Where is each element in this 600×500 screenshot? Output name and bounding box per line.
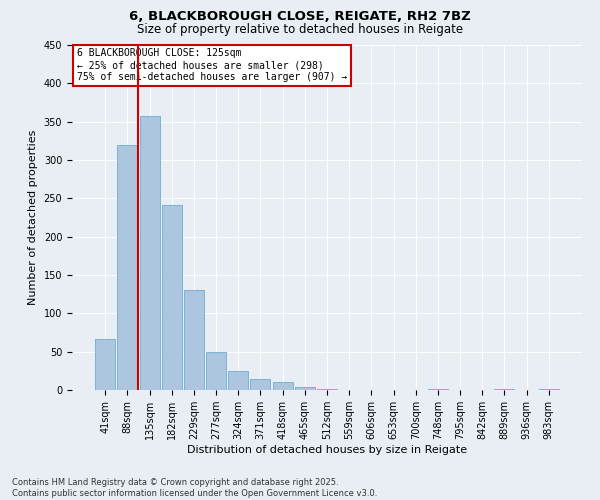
Bar bbox=[494, 389, 514, 390]
Bar bbox=[95, 338, 115, 390]
Bar bbox=[140, 116, 160, 390]
Bar bbox=[118, 144, 137, 390]
Text: Size of property relative to detached houses in Reigate: Size of property relative to detached ho… bbox=[137, 22, 463, 36]
Bar bbox=[228, 371, 248, 390]
Bar bbox=[295, 387, 315, 390]
Bar bbox=[162, 205, 182, 390]
Bar bbox=[428, 389, 448, 390]
Bar bbox=[206, 352, 226, 390]
Bar bbox=[272, 382, 293, 390]
Text: Contains HM Land Registry data © Crown copyright and database right 2025.
Contai: Contains HM Land Registry data © Crown c… bbox=[12, 478, 377, 498]
Bar bbox=[250, 380, 271, 390]
Bar bbox=[539, 389, 559, 390]
Text: 6 BLACKBOROUGH CLOSE: 125sqm
← 25% of detached houses are smaller (298)
75% of s: 6 BLACKBOROUGH CLOSE: 125sqm ← 25% of de… bbox=[77, 48, 347, 82]
Bar bbox=[184, 290, 204, 390]
Y-axis label: Number of detached properties: Number of detached properties bbox=[28, 130, 38, 305]
Bar bbox=[317, 389, 337, 390]
Text: 6, BLACKBOROUGH CLOSE, REIGATE, RH2 7BZ: 6, BLACKBOROUGH CLOSE, REIGATE, RH2 7BZ bbox=[129, 10, 471, 23]
X-axis label: Distribution of detached houses by size in Reigate: Distribution of detached houses by size … bbox=[187, 445, 467, 455]
